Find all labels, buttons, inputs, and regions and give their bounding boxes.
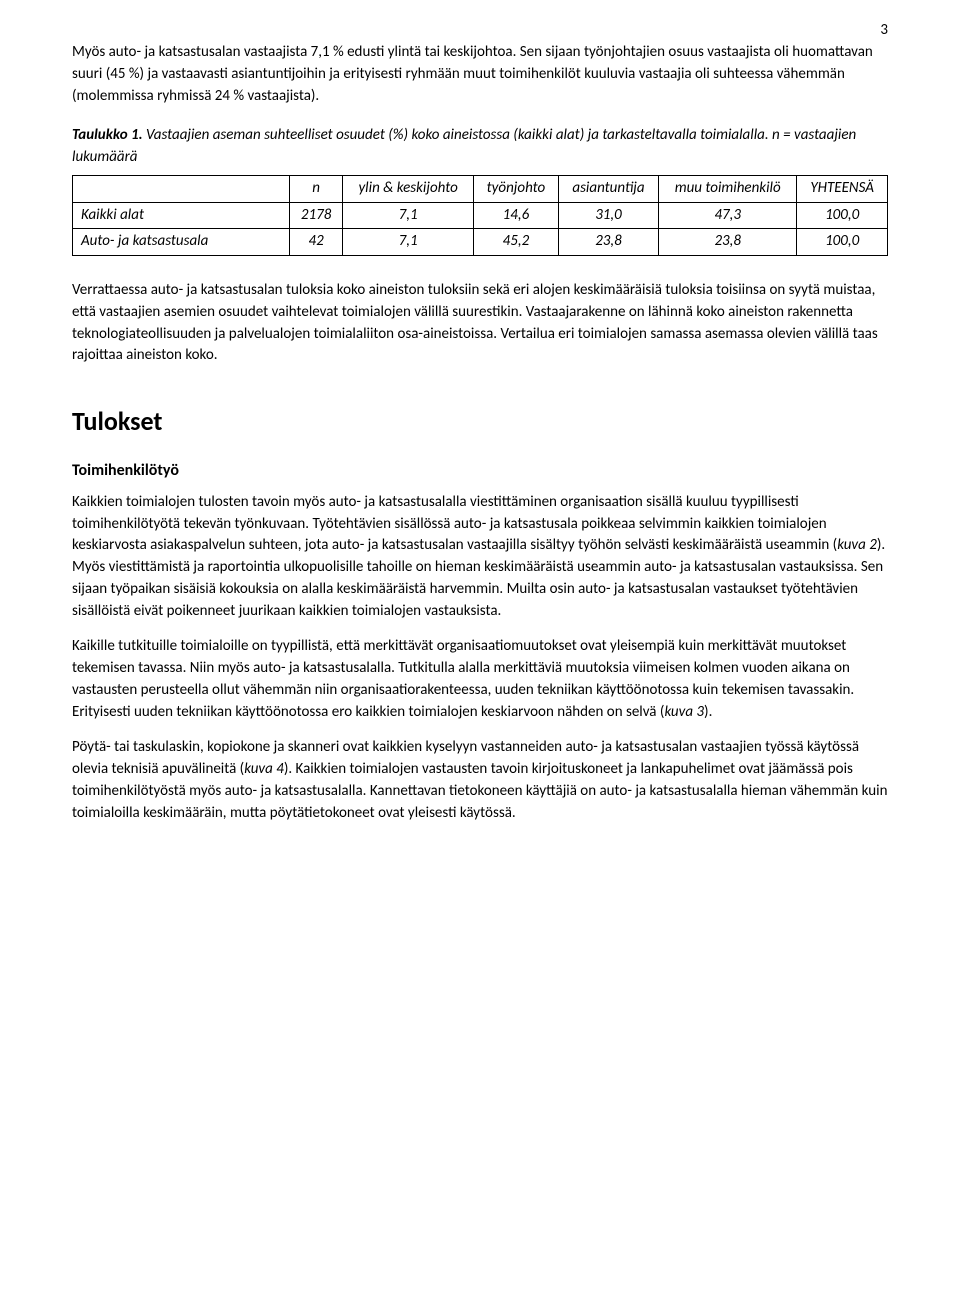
table-caption-prefix: Taulukko 1. xyxy=(72,126,143,144)
cell: 100,0 xyxy=(797,202,888,229)
figure-ref: kuva 2 xyxy=(837,536,877,554)
table-row: Auto- ja katsastusala 42 7,1 45,2 23,8 2… xyxy=(73,229,888,256)
col-header: muu toimihenkilö xyxy=(659,175,797,202)
cell: 7,1 xyxy=(343,202,474,229)
data-table: n ylin & keskijohto työnjohto asiantunti… xyxy=(72,175,888,256)
figure-ref: kuva 4 xyxy=(244,760,284,778)
col-header: YHTEENSÄ xyxy=(797,175,888,202)
results-paragraph-1: Kaikkien toimialojen tulosten tavoin myö… xyxy=(72,492,888,623)
col-header: työnjohto xyxy=(473,175,558,202)
cell: 14,6 xyxy=(473,202,558,229)
intro-paragraph: Myös auto- ja katsastusalan vastaajista … xyxy=(72,42,888,107)
page-number: 3 xyxy=(880,20,888,42)
results-paragraph-3: Pöytä- tai taskulaskin, kopiokone ja ska… xyxy=(72,737,888,824)
text: Kaikille tutkituille toimialoille on tyy… xyxy=(72,637,854,720)
table-row: Kaikki alat 2178 7,1 14,6 31,0 47,3 100,… xyxy=(73,202,888,229)
cell: 100,0 xyxy=(797,229,888,256)
results-heading: Tulokset xyxy=(72,403,888,441)
cell: 42 xyxy=(290,229,343,256)
table-header-row: n ylin & keskijohto työnjohto asiantunti… xyxy=(73,175,888,202)
text: ). xyxy=(704,703,712,721)
work-subheading: Toimihenkilötyö xyxy=(72,459,888,482)
table-caption: Taulukko 1. Vastaajien aseman suhteellis… xyxy=(72,125,888,169)
col-header xyxy=(73,175,290,202)
cell: 2178 xyxy=(290,202,343,229)
text: Kaikkien toimialojen tulosten tavoin myö… xyxy=(72,493,837,555)
cell: 23,8 xyxy=(659,229,797,256)
row-label: Auto- ja katsastusala xyxy=(73,229,290,256)
results-paragraph-2: Kaikille tutkituille toimialoille on tyy… xyxy=(72,636,888,723)
compare-paragraph: Verrattaessa auto- ja katsastusalan tulo… xyxy=(72,280,888,367)
cell: 23,8 xyxy=(558,229,658,256)
figure-ref: kuva 3 xyxy=(664,703,704,721)
row-label: Kaikki alat xyxy=(73,202,290,229)
cell: 45,2 xyxy=(473,229,558,256)
cell: 31,0 xyxy=(558,202,658,229)
table-caption-body: Vastaajien aseman suhteelliset osuudet (… xyxy=(72,126,856,166)
col-header: n xyxy=(290,175,343,202)
col-header: ylin & keskijohto xyxy=(343,175,474,202)
cell: 47,3 xyxy=(659,202,797,229)
cell: 7,1 xyxy=(343,229,474,256)
col-header: asiantuntija xyxy=(558,175,658,202)
